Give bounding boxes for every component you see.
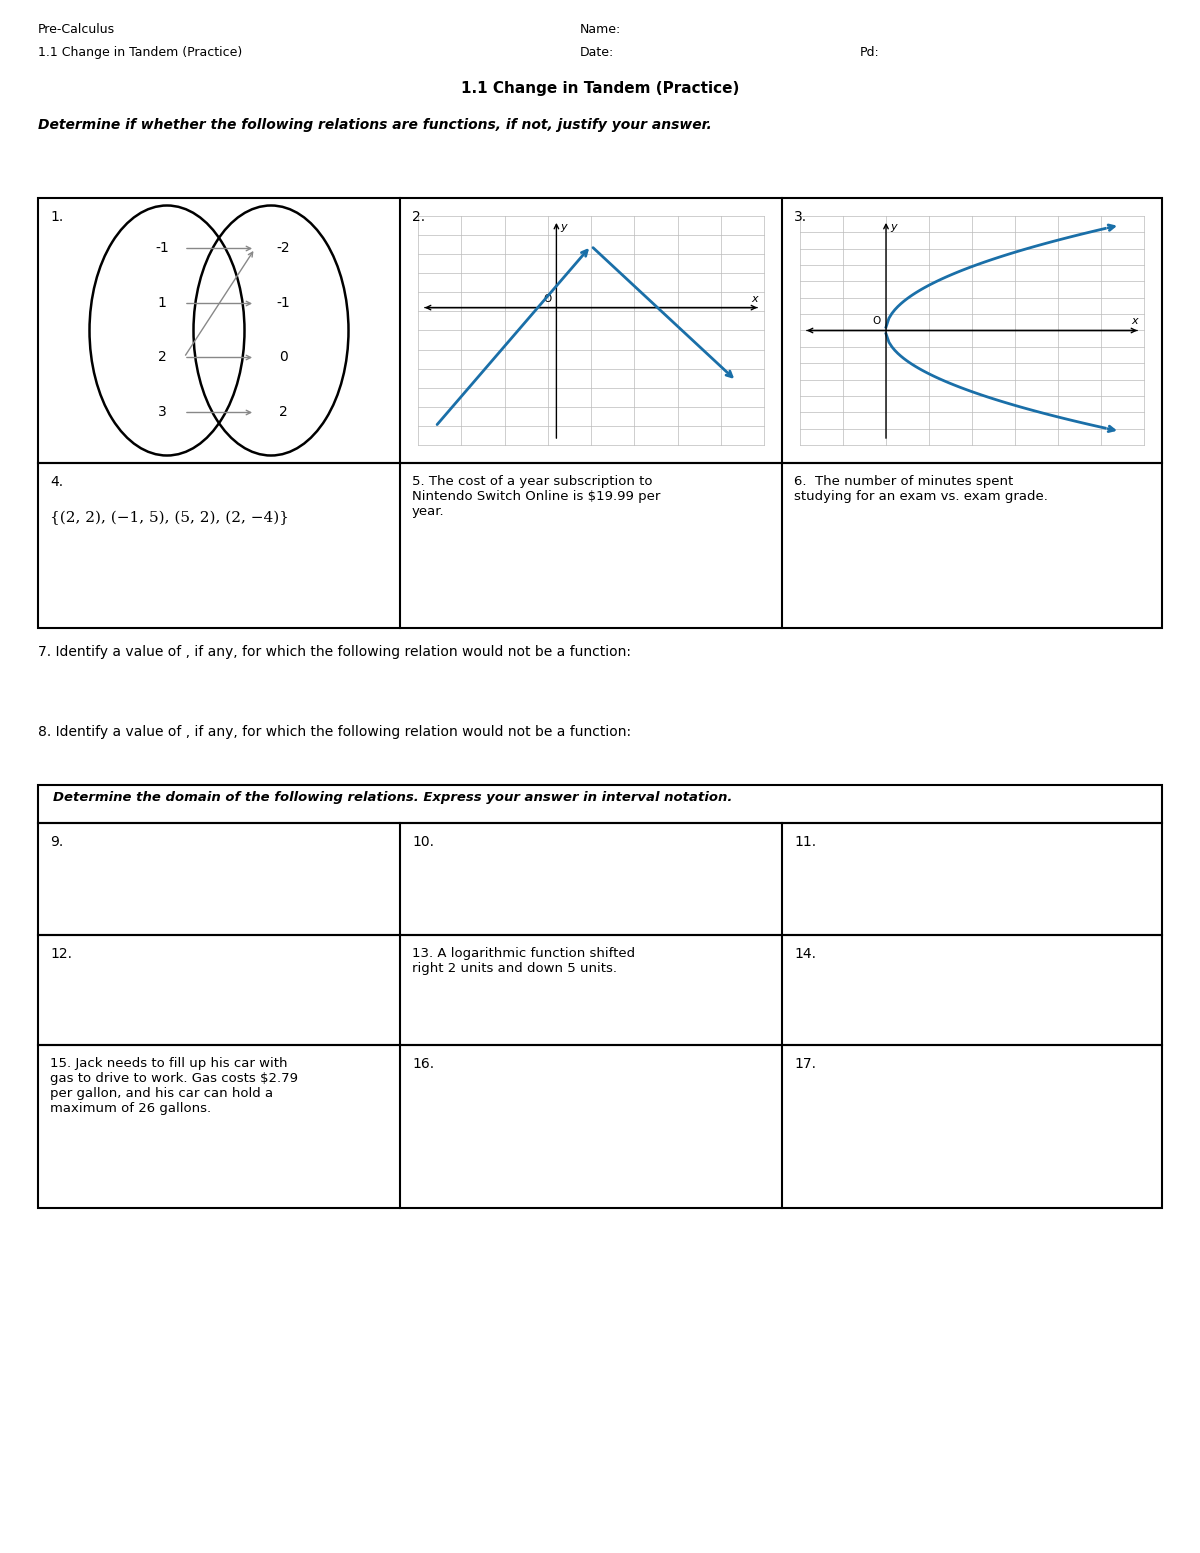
Text: 1.: 1.: [50, 210, 64, 224]
Text: O: O: [544, 294, 552, 303]
Text: Determine the domain of the following relations. Express your answer in interval: Determine the domain of the following re…: [53, 790, 732, 804]
Text: 1: 1: [157, 297, 167, 311]
Bar: [38, 463, 1162, 627]
Bar: [38, 197, 1162, 463]
Text: Pre-Calculus: Pre-Calculus: [38, 23, 115, 36]
Text: Pd:: Pd:: [860, 47, 880, 59]
Text: O: O: [872, 317, 881, 326]
Text: -1: -1: [276, 297, 290, 311]
Text: x: x: [1132, 317, 1138, 326]
Text: 6.  The number of minutes spent
studying for an exam vs. exam grade.: 6. The number of minutes spent studying …: [794, 475, 1048, 503]
Text: 12.: 12.: [50, 947, 72, 961]
Text: 15. Jack needs to fill up his car with
gas to drive to work. Gas costs $2.79
per: 15. Jack needs to fill up his car with g…: [50, 1058, 298, 1115]
Text: Determine if whether the following relations are functions, if not, justify your: Determine if whether the following relat…: [38, 118, 712, 132]
Bar: [38, 935, 1162, 1045]
Text: 5. The cost of a year subscription to
Nintendo Switch Online is $19.99 per
year.: 5. The cost of a year subscription to Ni…: [412, 475, 660, 519]
Text: 9.: 9.: [50, 836, 64, 849]
Text: 8. Identify a value of , if any, for which the following relation would not be a: 8. Identify a value of , if any, for whi…: [38, 725, 631, 739]
Text: {(2, 2), (−1, 5), (5, 2), (2, −4)}: {(2, 2), (−1, 5), (5, 2), (2, −4)}: [50, 511, 289, 525]
Text: y: y: [890, 222, 896, 231]
Text: 2: 2: [278, 405, 287, 419]
Text: Date:: Date:: [580, 47, 614, 59]
Text: 13. A logarithmic function shifted
right 2 units and down 5 units.: 13. A logarithmic function shifted right…: [412, 947, 635, 975]
Text: 0: 0: [278, 351, 287, 365]
Bar: [38, 784, 1162, 823]
Text: Name:: Name:: [580, 23, 622, 36]
Text: 14.: 14.: [794, 947, 816, 961]
Text: -1: -1: [155, 242, 169, 256]
Text: 10.: 10.: [412, 836, 434, 849]
Text: 4.: 4.: [50, 475, 64, 489]
Bar: [38, 1045, 1162, 1208]
Text: -2: -2: [276, 242, 290, 256]
Text: 2: 2: [157, 351, 167, 365]
Text: x: x: [751, 294, 758, 303]
Text: 3.: 3.: [794, 210, 808, 224]
Text: 7. Identify a value of , if any, for which the following relation would not be a: 7. Identify a value of , if any, for whi…: [38, 644, 631, 658]
Text: 1.1 Change in Tandem (Practice): 1.1 Change in Tandem (Practice): [461, 81, 739, 96]
Text: 3: 3: [157, 405, 167, 419]
Text: y: y: [560, 222, 568, 231]
Text: 1.1 Change in Tandem (Practice): 1.1 Change in Tandem (Practice): [38, 47, 242, 59]
Text: 16.: 16.: [412, 1058, 434, 1072]
Text: 2.: 2.: [412, 210, 425, 224]
Bar: [38, 823, 1162, 935]
Text: 11.: 11.: [794, 836, 816, 849]
Text: 17.: 17.: [794, 1058, 816, 1072]
